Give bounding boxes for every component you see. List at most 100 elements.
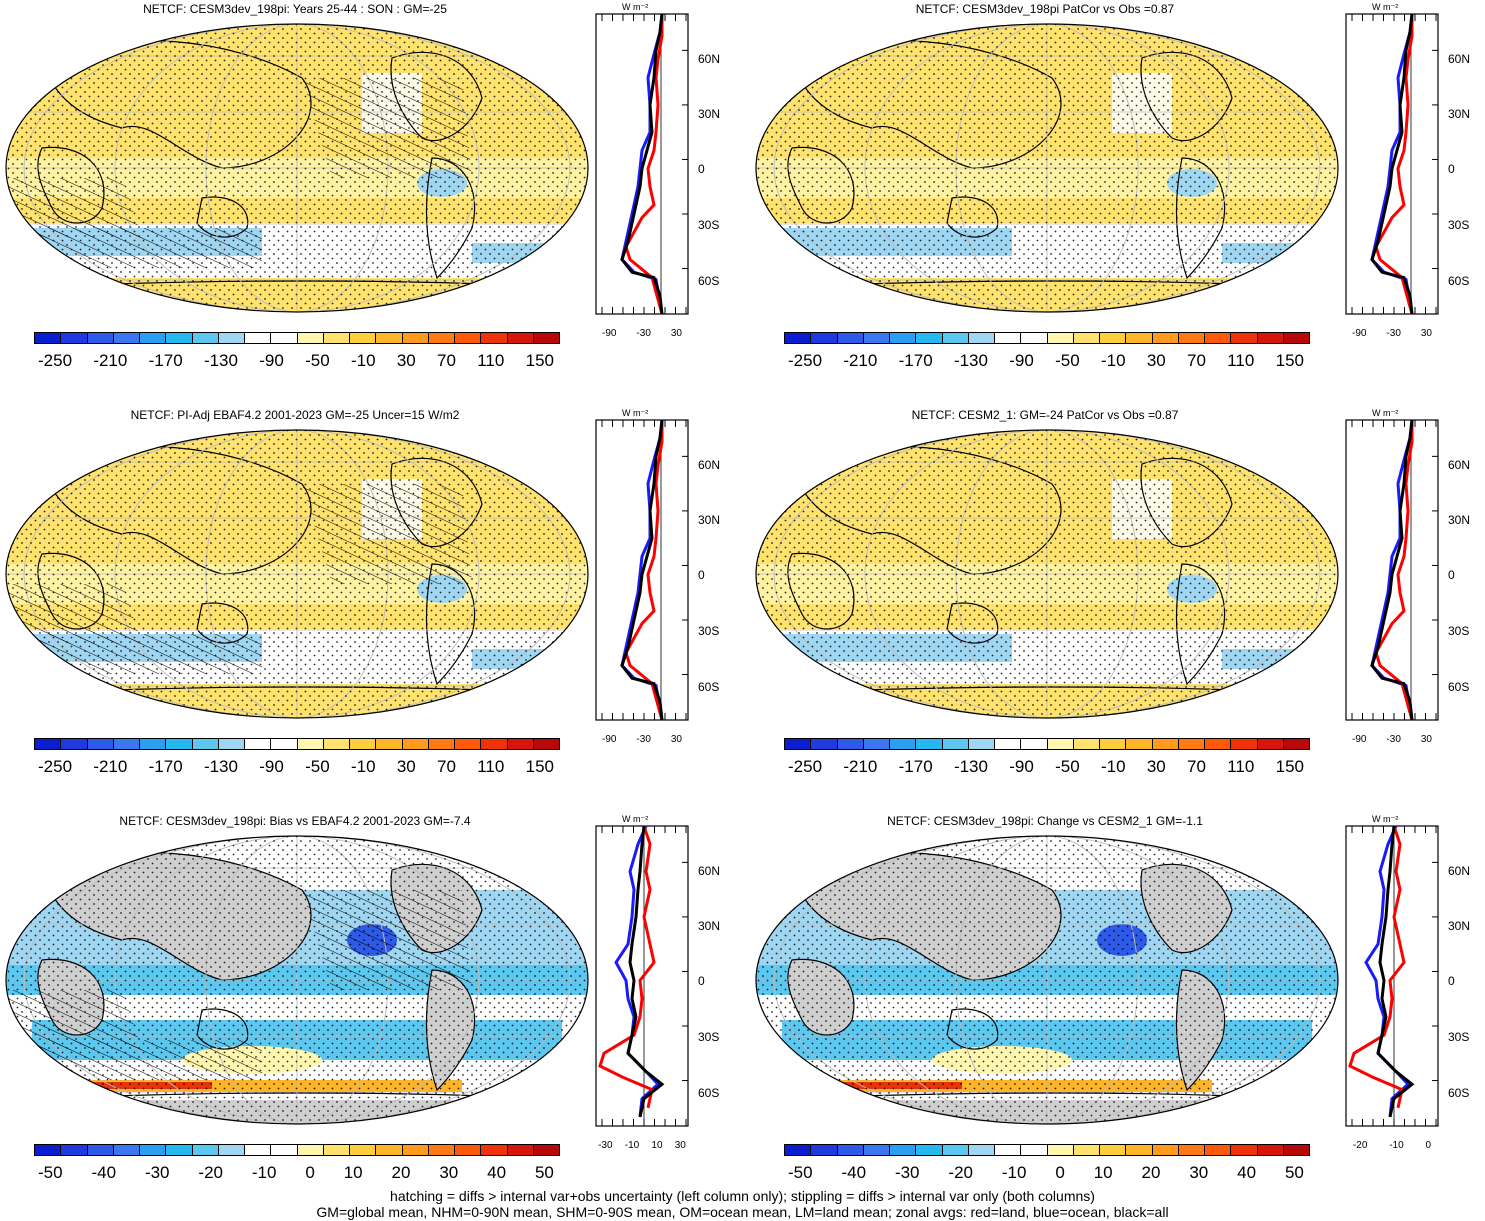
colorbar-label: 150 <box>1275 757 1304 776</box>
latitude-label: 0 <box>1448 974 1455 988</box>
latitude-label: 0 <box>698 974 705 988</box>
colorbar-swatch <box>323 333 350 343</box>
colorbar-swatch <box>1178 333 1205 343</box>
panel-5: NETCF: CESM3dev_198pi: Bias vs EBAF4.2 2… <box>0 812 740 1202</box>
latitude-label: 30N <box>1448 919 1471 933</box>
colorbar-swatch <box>402 1145 429 1155</box>
colorbar-label: -50 <box>305 757 330 776</box>
colorbar-label: -10 <box>350 351 376 370</box>
latitude-label: 60S <box>1448 680 1470 694</box>
colorbar-label: -250 <box>788 757 823 776</box>
colorbar-swatch <box>166 333 193 343</box>
map-frame <box>5 23 589 313</box>
colorbar-label: 70 <box>1187 351 1206 370</box>
zonal-x-tick-labels: -90 -30 30 <box>592 328 692 339</box>
zonal-average-plot <box>1345 825 1439 1127</box>
colorbar <box>34 1144 560 1156</box>
latitude-label: 60S <box>698 680 720 694</box>
colorbar-swatch <box>1073 1145 1100 1155</box>
colorbar-swatch <box>916 739 943 749</box>
colorbar-swatch <box>968 1145 995 1155</box>
colorbar-label: -130 <box>953 757 988 776</box>
colorbar-swatch <box>890 739 917 749</box>
colorbar-swatch <box>297 333 324 343</box>
colorbar-label: -10 <box>1001 1163 1027 1182</box>
latitude-label: 0 <box>698 568 705 582</box>
colorbar-swatch <box>166 739 193 749</box>
colorbar-swatch <box>1283 1145 1309 1155</box>
zonal-x-tick: -30 <box>1386 734 1401 745</box>
zonal-x-tick-labels: -90 -30 30 <box>592 734 692 745</box>
footer-note: hatching = diffs > internal var+obs unce… <box>0 1188 1485 1220</box>
latitude-label: 60S <box>1448 1086 1470 1100</box>
panel-3: NETCF: PI-Adj EBAF4.2 2001-2023 GM=-25 U… <box>0 406 740 796</box>
colorbar-swatch <box>87 1145 114 1155</box>
zonal-units-label: W m⁻² <box>1372 2 1399 12</box>
colorbar-label: -90 <box>1009 757 1034 776</box>
zonal-x-tick: 30 <box>674 1140 686 1151</box>
colorbar-swatch <box>811 739 838 749</box>
colorbar-swatch <box>890 1145 917 1155</box>
colorbar-swatch <box>837 333 864 343</box>
colorbar-label: 110 <box>477 757 505 776</box>
zonal-units-label: W m⁻² <box>622 408 649 418</box>
colorbar-label: 10 <box>343 1163 363 1182</box>
zonal-x-tick: -10 <box>624 1140 640 1151</box>
colorbar-swatch <box>863 333 890 343</box>
zonal-x-tick: -10 <box>1389 1140 1404 1151</box>
colorbar-swatch <box>61 739 88 749</box>
colorbar <box>34 332 560 344</box>
colorbar-swatch <box>323 739 350 749</box>
panel-2: NETCF: CESM3dev_198pi PatCor vs Obs =0.8… <box>750 0 1485 390</box>
zonal-x-tick: -20 <box>1352 1140 1368 1151</box>
colorbar-label: -250 <box>788 351 823 370</box>
colorbar-label: 30 <box>439 1163 459 1182</box>
colorbar-swatch <box>245 333 272 343</box>
latitude-label: 30S <box>698 624 720 638</box>
colorbar-label: -90 <box>259 351 284 370</box>
colorbar-swatch <box>995 333 1022 343</box>
zonal-x-tick-labels: -90 -30 30 <box>1342 328 1442 339</box>
colorbar-swatch <box>192 1145 219 1155</box>
colorbar-swatch <box>533 333 559 343</box>
zonal-ocean-line <box>1364 825 1411 1118</box>
colorbar-swatch <box>1021 1145 1048 1155</box>
colorbar-label: -10 <box>350 757 376 776</box>
colorbar-label: -130 <box>953 351 988 370</box>
panel-title: NETCF: CESM3dev_198pi: Change vs CESM2_1… <box>887 814 1203 828</box>
colorbar-swatch <box>968 739 995 749</box>
zonal-x-tick: -90 <box>601 328 617 339</box>
colorbar-labels: -50 -40 -30 -20 -10 0 10 20 30 40 50 <box>38 1163 554 1183</box>
colorbar-swatch <box>481 739 508 749</box>
latitude-label: 60N <box>698 864 721 878</box>
colorbar-label: 70 <box>437 757 456 776</box>
colorbar-label: -50 <box>1055 757 1080 776</box>
colorbar-swatch <box>192 333 219 343</box>
colorbar-swatch <box>863 739 890 749</box>
colorbar-swatch <box>1152 333 1179 343</box>
zonal-land-line <box>1374 420 1414 721</box>
colorbar-label: 150 <box>1275 351 1304 370</box>
zonal-land-line <box>624 14 664 315</box>
latitude-label: 60N <box>698 458 721 472</box>
panel-1: NETCF: CESM3dev_198pi: Years 25-44 : SON… <box>0 0 740 390</box>
map-frame <box>5 835 589 1125</box>
latitude-label: 30S <box>1448 218 1470 232</box>
latitude-label: 60S <box>698 274 720 288</box>
latitude-label: 30N <box>1448 107 1471 121</box>
zonal-average-plot <box>595 825 689 1127</box>
colorbar-swatch <box>995 739 1022 749</box>
zonal-units-label: W m⁻² <box>622 814 649 824</box>
colorbar-swatch <box>507 333 534 343</box>
colorbar-swatch <box>350 1145 377 1155</box>
colorbar-label: 30 <box>1146 757 1166 776</box>
colorbar-label: -50 <box>305 351 330 370</box>
zonal-average-plot <box>595 13 689 315</box>
colorbar-swatch <box>863 1145 890 1155</box>
zonal-x-tick: -30 <box>636 328 651 339</box>
colorbar-swatch <box>35 1145 62 1155</box>
colorbar-label: 0 <box>1055 1163 1065 1182</box>
colorbar-label: 40 <box>1237 1163 1257 1182</box>
zonal-all-line <box>1370 419 1414 721</box>
latitude-label: 60S <box>1448 274 1470 288</box>
